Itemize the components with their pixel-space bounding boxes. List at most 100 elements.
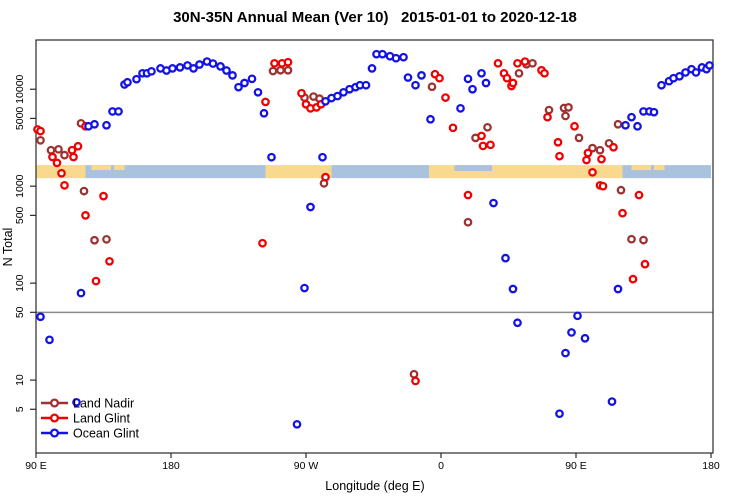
data-point: [555, 151, 564, 161]
y-tick-label: 500: [14, 206, 26, 224]
data-point: [378, 49, 387, 59]
data-point: [573, 311, 582, 321]
data-point: [45, 335, 54, 345]
data-point: [633, 121, 642, 131]
data-point: [333, 91, 342, 101]
data-point: [477, 68, 486, 78]
x-axis-label: Longitude (deg E): [325, 479, 425, 493]
data-point: [399, 52, 408, 62]
data-point: [640, 259, 650, 269]
data-point: [208, 59, 218, 68]
data-point: [583, 148, 593, 158]
data-point: [561, 111, 570, 121]
data-point: [691, 68, 701, 77]
data-point: [520, 57, 530, 66]
geo-band-island: [91, 165, 111, 171]
x-tick-label: 90 E: [25, 460, 47, 472]
data-point: [60, 181, 69, 190]
data-point: [36, 312, 45, 322]
legend-label: Ocean Glint: [73, 427, 140, 441]
data-point: [448, 123, 458, 133]
data-point: [46, 145, 56, 155]
data-point: [403, 73, 413, 82]
data-point: [90, 119, 99, 129]
data-point: [48, 152, 57, 162]
plot-frame: [35, 39, 714, 454]
legend-label: Land Nadir: [73, 397, 134, 411]
data-point: [435, 73, 444, 83]
y-tick-label: 1000: [14, 174, 26, 198]
x-tick-label: 90 W: [294, 460, 319, 472]
data-point: [570, 121, 579, 131]
legend-label: Land Glint: [73, 412, 131, 426]
data-point: [276, 65, 285, 75]
data-point: [613, 119, 623, 129]
data-point: [411, 80, 420, 90]
data-point: [73, 141, 83, 151]
data-point: [258, 238, 267, 248]
y-tick-label: 5000: [14, 107, 26, 131]
data-point: [60, 150, 69, 160]
data-point: [463, 74, 473, 84]
data-point: [253, 87, 263, 97]
data-point: [486, 140, 495, 150]
data-point: [607, 397, 617, 406]
geo-band-coast-sea: [454, 165, 492, 171]
data-point: [367, 64, 377, 73]
data-point: [114, 107, 123, 116]
data-point: [540, 68, 549, 78]
geo-band-segment: [265, 165, 332, 179]
data-point: [79, 186, 89, 196]
data-point: [54, 144, 63, 154]
data-point: [259, 108, 269, 118]
geo-band-island: [114, 165, 125, 171]
x-tick-label: 0: [438, 460, 444, 472]
data-point: [102, 234, 111, 244]
data-point: [168, 64, 177, 73]
x-tick-label: 90 E: [565, 460, 587, 472]
data-point: [189, 64, 198, 73]
data-point: [618, 208, 627, 218]
data-point: [588, 143, 597, 153]
legend-marker: [49, 398, 60, 408]
data-point: [318, 152, 327, 162]
data-point: [267, 152, 276, 162]
data-point: [147, 66, 156, 76]
data-point: [598, 181, 608, 191]
y-tick-label: 5: [14, 406, 26, 412]
data-point: [621, 120, 630, 130]
data-point: [513, 318, 522, 328]
legend-marker: [49, 413, 60, 423]
data-point: [361, 80, 371, 90]
y-axis: 5 10 50 100 500 1000 5000 10000: [14, 74, 36, 412]
y-axis-label: N Total: [1, 227, 15, 267]
data-point: [514, 68, 524, 78]
x-tick-label: 180: [702, 460, 720, 472]
y-tick-label: 10000: [14, 74, 26, 103]
data-point: [513, 58, 522, 68]
data-point: [555, 409, 564, 419]
geo-band-island: [631, 165, 651, 171]
data-point: [300, 283, 309, 293]
data-point: [90, 235, 99, 245]
data-point: [564, 103, 573, 112]
data-point: [76, 288, 86, 298]
data-point: [216, 62, 225, 71]
data-point: [489, 198, 498, 208]
data-point: [247, 74, 257, 84]
data-point: [582, 155, 591, 165]
data-point: [409, 369, 419, 379]
data-point: [508, 284, 518, 294]
data-point: [36, 126, 45, 136]
data-point: [283, 57, 293, 67]
data-point: [261, 97, 270, 107]
data-point: [411, 376, 420, 386]
data-point: [102, 120, 111, 130]
data-point: [657, 80, 666, 90]
data-point: [427, 82, 437, 92]
data-point: [561, 348, 570, 358]
data-point: [613, 284, 623, 294]
data-point: [270, 58, 279, 68]
data-point: [306, 202, 315, 212]
data-point: [321, 172, 330, 182]
